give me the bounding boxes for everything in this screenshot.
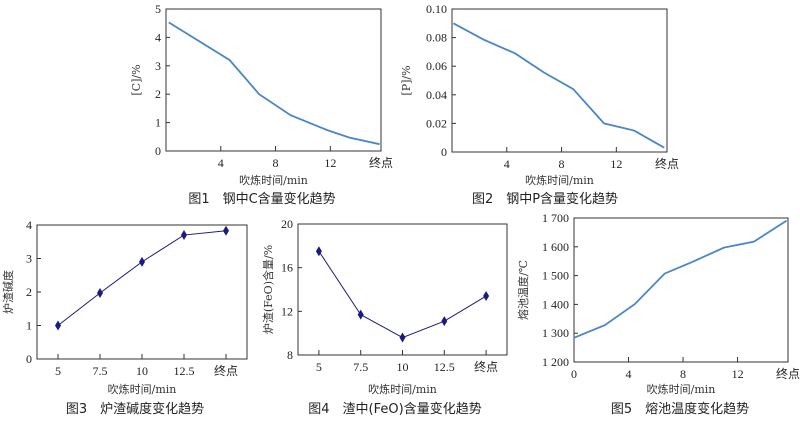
y-tick-label: 0.02 [426, 116, 447, 130]
figure-caption: 图2 钢中P含量变化趋势 [472, 191, 618, 207]
y-tick-label: 0 [26, 352, 32, 366]
y-tick-label: 0.06 [426, 59, 447, 73]
x-tick-label: 8 [273, 156, 279, 170]
chart-4: 5 7.5 10 12.5 终点 8 12 16 20 吹炼时间/min 炉渣(FeO)含量/% 图4… [261, 217, 508, 417]
data-point-marker [181, 230, 187, 241]
x-tick-label: 4 [504, 157, 510, 171]
y-tick-label: 1 [155, 116, 161, 130]
series-line [57, 230, 227, 326]
data-point-marker [97, 288, 103, 299]
x-tick-label: 7.5 [93, 364, 108, 378]
x-tick-label: 12.5 [434, 360, 455, 374]
y-tick-label: 20 [281, 217, 293, 231]
x-tick-label: 8 [559, 157, 565, 171]
x-tick-label: 10 [397, 360, 409, 374]
x-tick-label: 5 [55, 364, 61, 378]
x-tick-label: 7.5 [353, 360, 368, 374]
y-tick-label: 5 [155, 2, 161, 16]
y-axis-label: 炉渣碱度 [1, 270, 15, 314]
x-tick-label: 终点 [214, 363, 238, 378]
y-tick-label: 4 [155, 30, 161, 44]
x-tick-label: 4 [626, 367, 632, 381]
y-tick-label: 1 600 [542, 240, 569, 254]
y-tick-label: 0.04 [426, 88, 447, 102]
data-point-marker [357, 309, 364, 320]
y-axis-label: 炉渣(FeO)含量/% [261, 245, 275, 334]
data-point-marker [55, 320, 61, 331]
x-tick-label: 终点 [655, 156, 679, 171]
plot-frame [573, 217, 789, 363]
x-axis-label: 吹炼时间/min [647, 382, 716, 396]
figure-caption: 图1 钢中C含量变化趋势 [188, 191, 335, 207]
x-tick-label: 终点 [474, 359, 498, 374]
x-tick-label: 12 [324, 156, 336, 170]
figure-caption: 图5 熔池温度变化趋势 [611, 401, 749, 417]
y-tick-label: 0 [441, 145, 447, 159]
x-tick-label: 12.5 [174, 364, 195, 378]
y-tick-label: 16 [281, 261, 293, 275]
y-tick-label: 1 300 [542, 326, 569, 340]
y-tick-label: 0 [155, 144, 161, 158]
y-axis-label: [P]/% [400, 65, 413, 95]
figure-caption: 图4 渣中(FeO)含量变化趋势 [308, 401, 481, 417]
x-tick-label: 10 [136, 364, 148, 378]
series-line [318, 251, 487, 339]
y-tick-label: 2 [155, 87, 161, 101]
data-point-marker [139, 256, 145, 267]
y-tick-label: 12 [281, 304, 293, 318]
x-tick-label: 12 [732, 367, 744, 381]
data-point-marker [483, 291, 490, 302]
data-point-marker [223, 225, 229, 236]
y-tick-label: 3 [155, 59, 161, 73]
data-point-marker [399, 332, 406, 343]
plot-frame [165, 8, 382, 152]
x-axis-label: 吹炼时间/min [525, 173, 594, 187]
series-line [452, 22, 665, 149]
y-tick-label: 1 200 [542, 355, 569, 369]
x-tick-label: 0 [571, 367, 577, 381]
chart-5: 0 4 8 12 终点 1 200 1 300 1 400 1 500 1 600 1 700 吹炼时… [516, 211, 800, 417]
y-tick-label: 3 [26, 252, 32, 266]
x-axis-label: 吹炼时间/min [108, 382, 177, 396]
y-axis-label: [C]/% [130, 64, 143, 95]
y-tick-label: 1 700 [542, 211, 569, 225]
data-point-marker [315, 246, 322, 257]
y-tick-label: 1 [26, 319, 32, 333]
chart-2: 4 8 12 终点 0 0.02 0.04 0.06 0.08 0.10 吹炼时间/min [P]/%… [400, 2, 679, 207]
data-point-marker [441, 316, 448, 327]
y-tick-label: 0.08 [426, 31, 447, 45]
y-axis-label: 熔池温度/℃ [516, 260, 530, 320]
plot-frame [451, 8, 668, 153]
x-axis-label: 吹炼时间/min [239, 173, 308, 187]
x-tick-label: 12 [610, 157, 622, 171]
x-tick-label: 8 [680, 367, 686, 381]
x-tick-label: 5 [316, 360, 322, 374]
x-tick-label: 4 [218, 156, 224, 170]
y-tick-label: 8 [287, 348, 293, 362]
figure-caption: 图3 炉渣碱度变化趋势 [66, 401, 204, 417]
series-line [168, 21, 380, 146]
y-tick-label: 1 400 [542, 297, 569, 311]
x-axis-label: 吹炼时间/min [368, 382, 437, 396]
y-tick-label: 1 500 [542, 269, 569, 283]
y-tick-label: 4 [26, 218, 32, 232]
series-line [573, 219, 788, 339]
x-tick-label: 终点 [369, 155, 393, 170]
x-tick-label: 终点 [776, 366, 800, 381]
y-tick-label: 2 [26, 285, 32, 299]
y-tick-label: 0.10 [426, 2, 447, 16]
plot-frame [36, 224, 248, 360]
